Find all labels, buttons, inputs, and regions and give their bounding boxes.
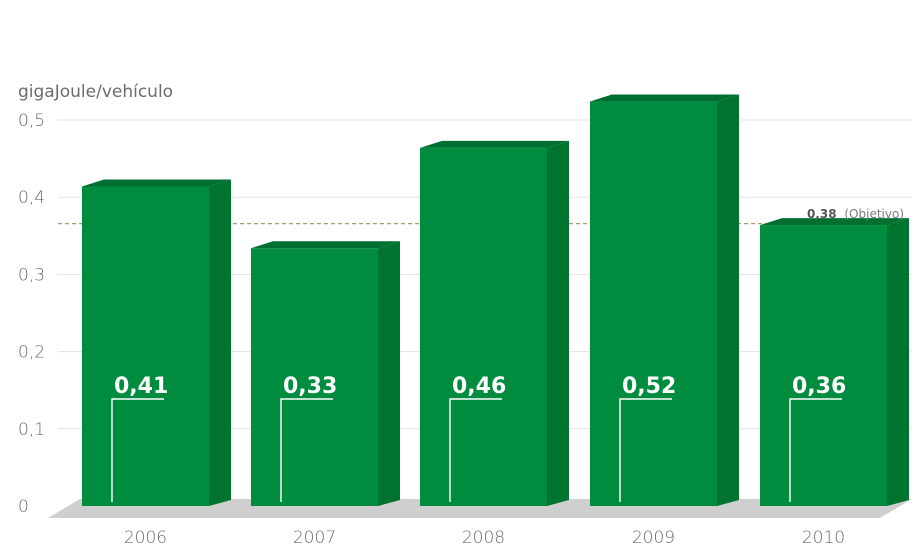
- bar-side: [378, 241, 400, 507]
- bar-side: [547, 140, 569, 506]
- bar-front: [590, 101, 717, 506]
- target-label: 0,38 (Objetivo): [807, 207, 904, 221]
- data-label-bracket: [449, 398, 502, 502]
- y-tick-label: 0,1: [18, 420, 45, 440]
- data-label: 0,52: [622, 374, 676, 399]
- bar-top: [82, 179, 231, 187]
- y-tick-label: 0,5: [18, 111, 45, 131]
- data-label-bracket: [280, 398, 333, 502]
- target-caption: (Objetivo): [844, 207, 904, 221]
- bar-2007: 0,33: [251, 241, 400, 507]
- x-tick-label: 2008: [462, 528, 505, 547]
- bar-side: [209, 179, 231, 507]
- x-axis-ticks: 2006 2007 2008 2009 2010: [124, 528, 845, 547]
- x-tick-label: 2009: [632, 528, 675, 547]
- bar-2008: 0,46: [420, 140, 569, 506]
- bar-front: [82, 186, 209, 507]
- bar-front: [420, 147, 547, 506]
- y-tick-label: 0: [18, 497, 29, 517]
- bar-top: [760, 218, 909, 226]
- y-axis-ticks: 0 0,1 0,2 0,3 0,4 0,5: [18, 111, 45, 517]
- data-label-bracket: [789, 398, 842, 502]
- data-label: 0,46: [452, 374, 506, 399]
- data-label: 0,33: [283, 374, 337, 399]
- data-label: 0,41: [114, 374, 168, 399]
- bars: 0,41 0,33 0,46 0,52 0,36: [82, 94, 909, 507]
- target-value: 0,38: [807, 207, 837, 221]
- bar-front: [251, 248, 378, 507]
- bar-top: [590, 94, 739, 102]
- x-tick-label: 2007: [293, 528, 336, 547]
- bar-front: [760, 225, 887, 506]
- bar-side: [717, 94, 739, 506]
- x-tick-label: 2010: [802, 528, 845, 547]
- bar-2010: 0,36: [760, 218, 909, 506]
- bar-side: [887, 218, 909, 506]
- y-tick-label: 0,2: [18, 343, 45, 363]
- y-axis-label: gigaJoule/vehículo: [18, 82, 173, 102]
- bar-top: [251, 241, 400, 249]
- y-tick-label: 0,3: [18, 265, 45, 285]
- bar-2009: 0,52: [590, 94, 739, 506]
- bar-top: [420, 140, 569, 148]
- data-label-bracket: [111, 398, 164, 502]
- x-tick-label: 2006: [124, 528, 167, 547]
- y-tick-label: 0,4: [18, 188, 45, 208]
- data-label-bracket: [619, 398, 672, 502]
- data-label: 0,36: [792, 374, 846, 399]
- bar-2006: 0,41: [82, 179, 231, 507]
